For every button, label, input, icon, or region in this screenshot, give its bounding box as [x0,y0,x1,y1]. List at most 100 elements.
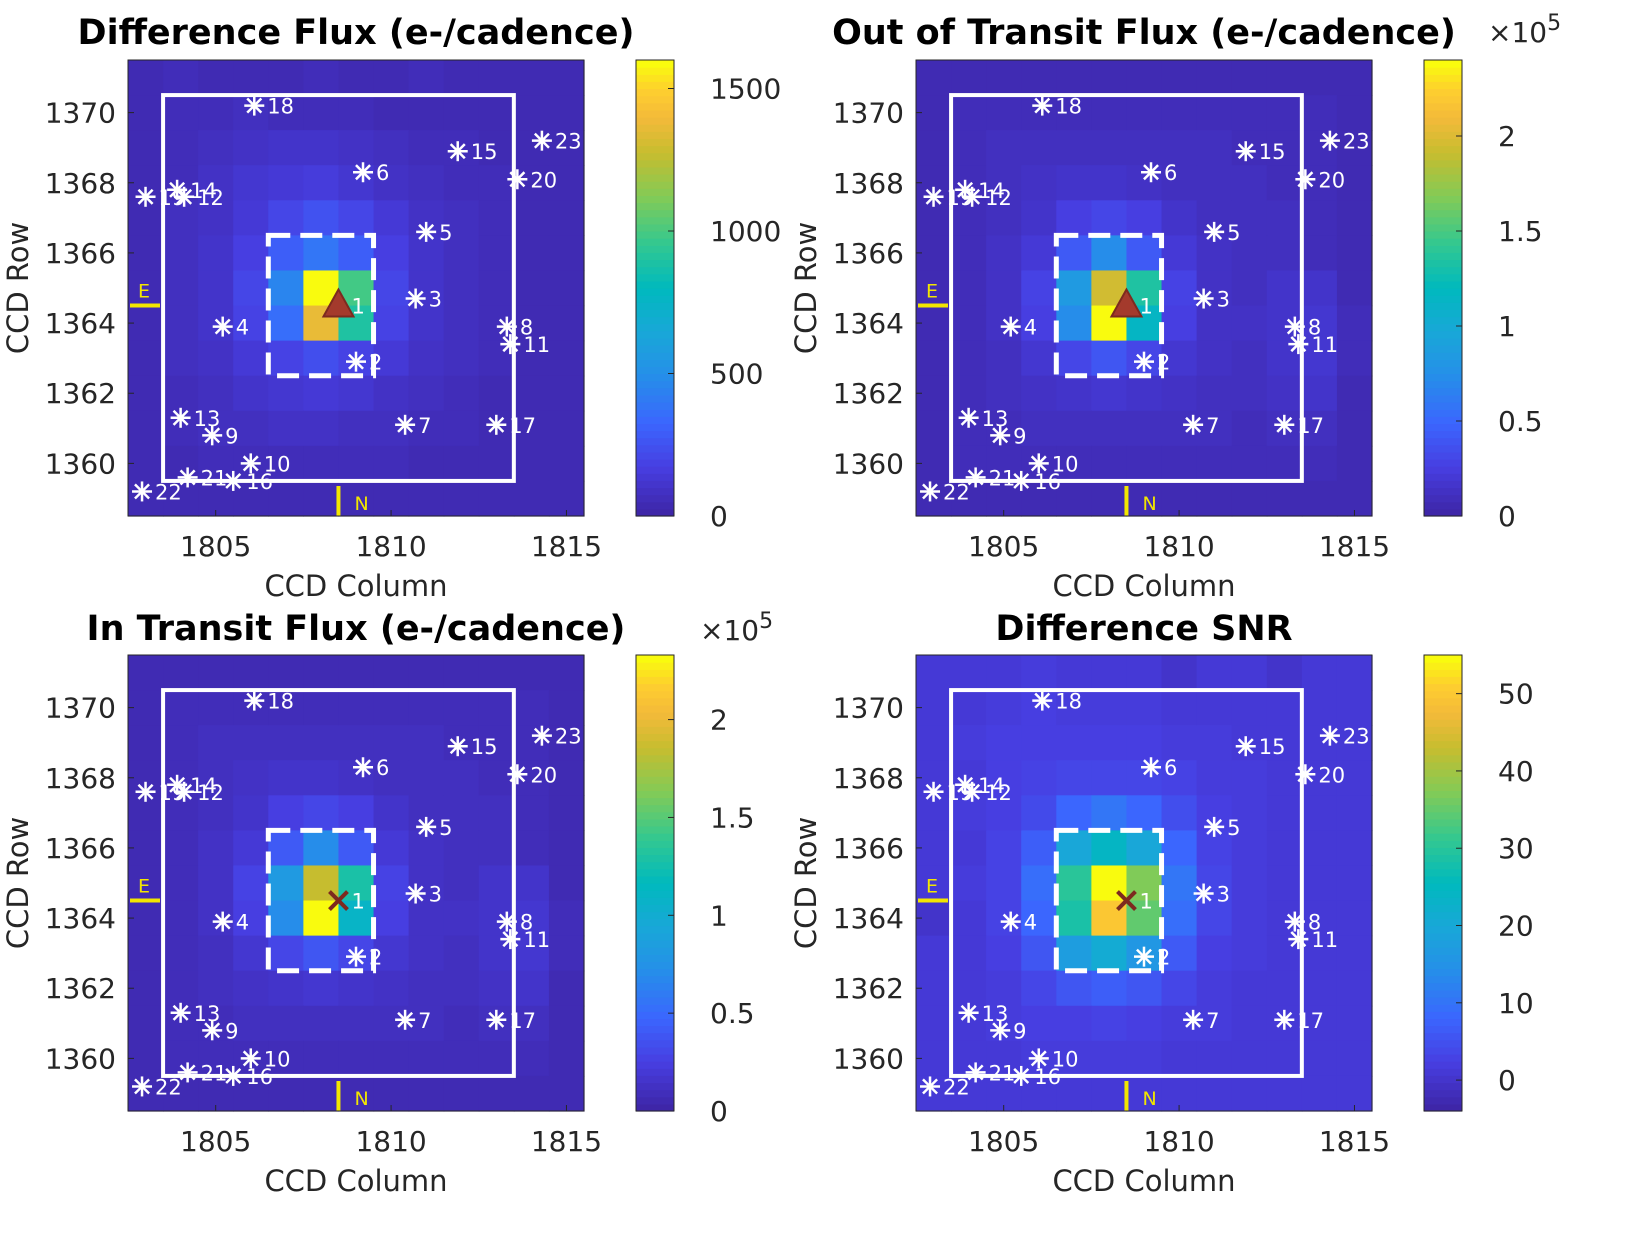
heatmap-cell [233,865,269,902]
heatmap-cell [916,655,952,691]
heatmap-cell [338,1075,375,1112]
colorbar-step [1424,975,1462,984]
colorbar: 0 10 20 30 40 50 [1423,654,1534,1112]
heatmap-cell [128,60,164,96]
star-label: 21 [989,466,1016,490]
star-marker [920,1076,941,1097]
heatmap-cell [373,1040,410,1077]
heatmap-cell [1161,690,1198,726]
colorbar-step [1424,1082,1462,1091]
heatmap-cell [1231,1040,1268,1077]
star-marker [1028,1048,1049,1069]
heatmap-cell [916,1005,952,1042]
heatmap-cell [1091,970,1128,1007]
heatmap-cell [1301,1040,1338,1077]
heatmap-cell [548,305,585,342]
star-label: 4 [1024,911,1037,935]
heatmap-cell [951,725,987,761]
colorbar-step [636,309,674,318]
colorbar-step [636,494,674,503]
heatmap-cell [268,865,304,902]
colorbar-step [636,238,674,246]
colorbar-step [1424,280,1462,289]
star-label: 8 [1308,911,1321,935]
colorbar-step [636,1061,674,1069]
heatmap-cell [1161,235,1198,272]
heatmap-cell [548,900,585,937]
colorbar-step [1424,1061,1462,1069]
star-label: 18 [1055,690,1082,714]
heatmap-cell [1266,1040,1303,1077]
colorbar-step [1424,88,1462,97]
heatmap-cell [408,445,445,482]
heatmap-cell [513,270,550,307]
heatmap-cell [951,305,987,342]
heatmap-cell [1336,1005,1373,1042]
heatmap-cell [198,165,234,201]
colorbar-step [1424,166,1462,175]
star-label: 5 [1227,221,1240,245]
y-tick-label: 1360 [833,447,904,480]
heatmap-cell [338,830,375,867]
colorbar-step [1424,769,1462,777]
heatmap-cell [548,935,585,972]
mask-outline [161,93,516,483]
colorbar-step [636,188,674,196]
star-label: 7 [418,414,431,438]
star-marker [244,690,265,711]
heatmap-cell [338,725,375,761]
heatmap-cell [478,1075,515,1112]
heatmap-cell [233,760,269,796]
star-marker [923,186,944,207]
colorbar-step [1424,245,1462,253]
heatmap-cell [408,1040,445,1077]
star-marker [1193,288,1214,309]
colorbar-step [1424,733,1462,742]
colorbar-step [636,1032,674,1041]
colorbar-step [636,733,674,742]
colorbar-step [636,223,674,232]
heatmap-cell [1126,795,1163,831]
colorbar-step [1424,81,1462,90]
star-marker [405,288,426,309]
heatmap-cell [338,375,375,412]
star-marker [1204,816,1225,837]
heatmap-cell [268,1075,304,1112]
heatmap-cell [443,270,480,307]
heatmap-cell [1161,305,1198,342]
colorbar-step [636,833,674,841]
colorbar-step [1424,940,1462,948]
colorbar-step [1424,195,1462,204]
colorbar-step [636,754,674,763]
colorbar-step [636,195,674,204]
colorbar-step [636,295,674,303]
heatmap-cell [198,795,234,831]
heatmap-cell [303,970,340,1007]
colorbar-step [636,316,674,325]
colorbar-step [636,1004,674,1012]
star-label: 18 [1055,95,1082,119]
heatmap-cell [1301,130,1338,166]
colorbar-step [636,1082,674,1091]
star-marker [244,95,265,116]
heatmap-cell [338,1040,375,1077]
colorbar-step [1424,918,1462,927]
colorbar-step [1424,1046,1462,1055]
colorbar-step [1424,1011,1462,1019]
colorbar-step [636,402,674,410]
colorbar-step [636,181,674,189]
heatmap-cell [1056,480,1092,517]
heatmap-cell [1056,130,1092,166]
mask-outline [949,688,1304,1078]
colorbar-step [1424,826,1462,834]
colorbar-step [636,989,674,998]
star-marker [346,351,366,372]
heatmap-cell [268,270,304,307]
heatmap-cell [1091,410,1128,447]
heatmap-cell [408,480,445,517]
colorbar-step [1424,345,1462,353]
colorbar-step [1424,394,1462,403]
star-label: 5 [439,816,452,840]
heatmap-cell [1161,935,1198,972]
